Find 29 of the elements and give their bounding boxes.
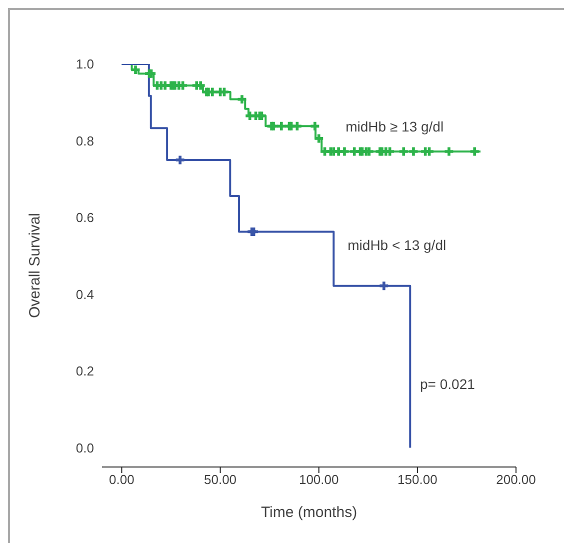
y-tick-label: 0.8 xyxy=(76,133,94,148)
y-tick-label: 1.0 xyxy=(76,56,94,72)
point xyxy=(399,147,408,156)
x-tick-label: 100.00 xyxy=(298,472,339,488)
point xyxy=(292,122,302,130)
x-tick-label: 0.00 xyxy=(109,472,134,488)
series-label: midHb < 13 g/dl xyxy=(348,236,446,253)
series-label: midHb ≥ 13 g/dl xyxy=(346,118,444,135)
y-tick-label: 0.4 xyxy=(76,286,94,302)
y-tick-label: 0.0 xyxy=(76,440,94,456)
point xyxy=(131,66,140,74)
y-tick-label: 0.2 xyxy=(76,364,94,379)
x-tick-label: 200.00 xyxy=(496,472,536,488)
point xyxy=(314,134,324,143)
x-axis-title: Time (months) xyxy=(260,504,358,521)
point xyxy=(380,282,388,290)
point xyxy=(310,122,320,130)
x-tick-label: 150.00 xyxy=(398,472,438,488)
point xyxy=(176,156,184,164)
point xyxy=(444,147,454,156)
point xyxy=(409,147,418,156)
x-tick-label: 50.00 xyxy=(204,472,237,488)
y-axis-title: Overall Survival xyxy=(26,212,44,318)
y-tick-label: 0.6 xyxy=(76,210,94,226)
annotation: p= 0.021 xyxy=(420,376,475,392)
point xyxy=(470,147,479,156)
point xyxy=(238,95,246,104)
point xyxy=(340,147,349,156)
point xyxy=(277,122,286,130)
